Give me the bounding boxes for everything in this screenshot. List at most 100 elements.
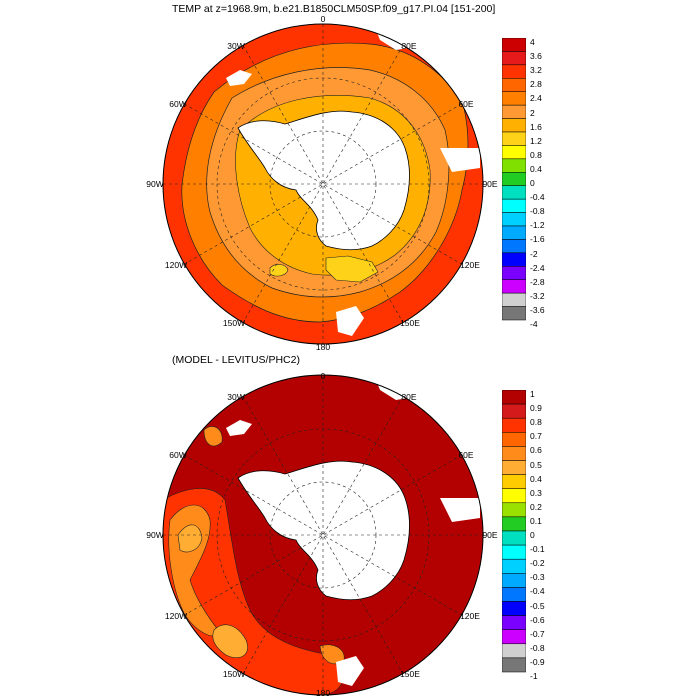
bottom-lon-label-180: 180 [315,688,331,698]
top-lon-label-150w: 150W [222,318,246,328]
top-colorbar-tick-label: -1.6 [530,234,545,245]
top-graticule [163,24,483,344]
bottom-lon-label-0: 0 [320,371,326,381]
bottom-colorbar-tick-label: 0.9 [530,403,542,414]
top-colorbar-tick-label: 4 [530,37,535,47]
bottom-land-australia [440,498,480,522]
bottom-colorbar-tick-label: -0.4 [530,586,545,597]
top-colorbar-tick-label: -3.2 [530,290,545,301]
bottom-lon-label-30e: 30E [401,392,417,402]
top-lon-label-90e: 90E [482,179,498,189]
top-colorbar-swatch [502,306,526,321]
bottom-colorbar-tick-label: -0.5 [530,600,545,611]
top-lon-label-30e: 30E [401,41,417,51]
top-lon-label-60e: 60E [458,99,474,109]
bottom-colorbar-swatch [502,403,526,419]
top-colorbar-tick-label: 2.4 [530,93,542,104]
bottom-colorbar-swatch [502,601,526,616]
bottom-colorbar-swatch [502,446,526,461]
top-colorbar-tick-label: 0.8 [530,149,542,160]
bottom-colorbar-swatch [502,544,526,560]
bottom-colorbar-tick-label: 0.1 [530,515,542,526]
bottom-colorbar-tick-label: 0.3 [530,487,542,498]
top-colorbar-tick-label: 0 [530,178,535,188]
top-colorbar-tick-label: -1.2 [530,220,545,231]
bottom-polar-map [162,374,484,696]
bottom-colorbar-swatch [502,629,526,645]
bottom-colorbar-swatch [502,615,526,630]
top-lon-label-90w: 90W [146,179,164,189]
bottom-colorbar-tick-label: 0.8 [530,417,542,428]
bottom-lon-label-120e: 120E [460,611,480,621]
top-colorbar-swatch [502,266,526,280]
top-colorbar-swatch [502,104,526,119]
bottom-colorbar-swatch [502,530,526,546]
top-lon-label-120e: 120E [460,260,480,270]
bottom-colorbar-tick-label: 1 [530,389,535,399]
top-colorbar-tick-label: -2.4 [530,262,545,273]
bottom-colorbar-swatch [502,643,526,659]
bottom-colorbar-tick-label: -0.9 [530,656,545,667]
bottom-colorbar-tick-label: 0.5 [530,459,542,470]
bottom-colorbar-tick-label: 0.4 [530,473,542,484]
bottom-colorbar-tick-label: -1 [530,671,538,681]
top-colorbar-swatch [502,78,526,92]
top-colorbar-tick-label: -2.8 [530,276,545,287]
bottom-colorbar-tick-label: 0.6 [530,445,542,456]
top-colorbar-swatch [502,212,526,227]
bottom-lon-label-30w: 30W [227,392,245,402]
top-colorbar-tick-label: 3.2 [530,65,542,76]
top-colorbar-swatch [502,185,526,200]
bottom-colorbar-swatch [502,516,526,532]
bottom-colorbar-tick-label: 0.2 [530,501,542,512]
top-colorbar-swatch [502,198,526,213]
bottom-diff-region-0.5-west [177,524,203,553]
top-colorbar-tick-label: -4 [530,319,538,329]
top-colorbar-tick-label: 1.6 [530,121,542,132]
top-colorbar-swatch [502,172,526,186]
bottom-lon-label-120w: 120W [164,611,188,621]
bottom-colorbar-swatch [502,417,526,433]
bottom-colorbar-tick-label: -0.8 [530,642,545,653]
bottom-lon-label-60w: 60W [169,450,187,460]
top-colorbar-tick-label: -3.6 [530,304,545,315]
top-land-australia [440,148,480,172]
bottom-colorbar-tick-label: -0.1 [530,544,545,555]
top-polar-map [162,23,484,345]
top-land-new-zealand [336,306,364,336]
bottom-colorbar-tick-label: 0.7 [530,431,542,442]
top-lon-label-60w: 60W [169,99,187,109]
bottom-colorbar-swatch [502,390,526,405]
bottom-colorbar-tick-label: -0.7 [530,628,545,639]
top-colorbar-tick-label: 2 [530,107,535,118]
bottom-colorbar [502,390,526,673]
bottom-colorbar-swatch [502,502,526,518]
top-antarctica-land [237,110,410,251]
bottom-diff-patch-drake [203,426,223,447]
bottom-lon-label-60e: 60E [458,450,474,460]
top-colorbar-tick-label: -0.4 [530,192,545,203]
bottom-land-new-zealand [336,656,364,686]
top-colorbar-swatch [502,91,526,106]
top-colorbar-tick-label: -0.8 [530,206,545,217]
bottom-colorbar-tick-label: -0.3 [530,572,545,583]
top-lon-label-120w: 120W [164,260,188,270]
bottom-colorbar-tick-label: -0.2 [530,558,545,569]
top-colorbar-tick-label: 0.4 [530,163,542,174]
top-colorbar-swatch [502,51,526,66]
top-panel-title: TEMP at z=1968.9m, b.e21.B1850CLM50SP.f0… [172,3,496,15]
bottom-colorbar-swatch [502,460,526,475]
top-colorbar-swatch [502,239,526,254]
bottom-lon-label-90w: 90W [146,530,164,540]
top-colorbar-swatch [502,292,526,307]
top-lon-label-30w: 30W [227,41,245,51]
top-colorbar [502,38,526,321]
bottom-colorbar-swatch [502,474,526,489]
bottom-colorbar-tick-label: -0.6 [530,614,545,625]
bottom-land-south-america [226,420,252,436]
bottom-lon-label-150e: 150E [400,669,420,679]
bottom-colorbar-tick-label: 0 [530,530,535,540]
bottom-colorbar-swatch [502,432,526,447]
top-colorbar-swatch [502,279,526,294]
bottom-diff-region-0.5-south [212,624,248,659]
